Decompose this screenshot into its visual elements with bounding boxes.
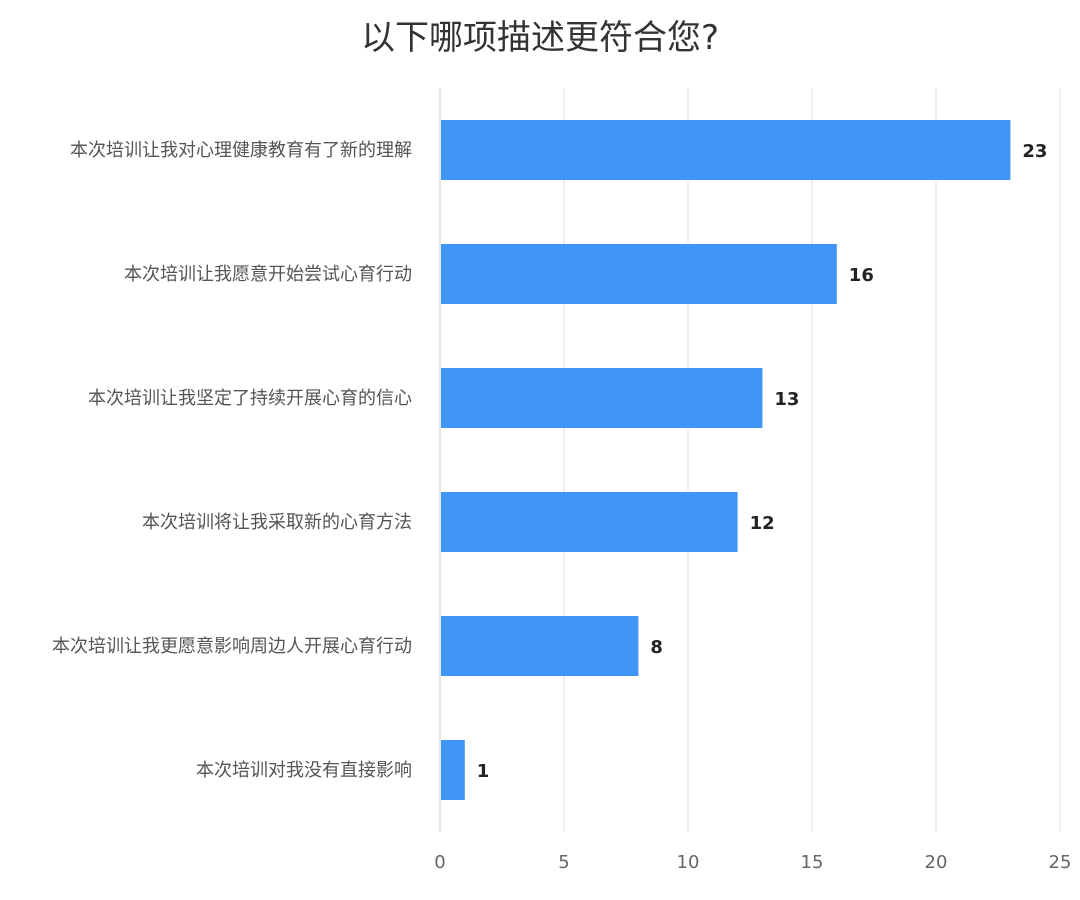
bar [441,492,738,552]
category-label: 本次培训让我愿意开始尝试心育行动 [124,264,412,285]
category-label: 本次培训将让我采取新的心育方法 [142,512,412,533]
category-label: 本次培训让我更愿意影响周边人开展心育行动 [52,636,412,657]
bar [441,368,763,428]
bar [441,244,837,304]
x-tick-label: 20 [925,852,948,873]
category-label: 本次培训让我坚定了持续开展心育的信心 [88,388,412,409]
data-label: 23 [1022,141,1047,162]
x-tick-label: 10 [677,852,700,873]
category-label: 本次培训对我没有直接影响 [196,760,412,781]
data-label: 16 [849,265,874,286]
x-tick-label: 5 [558,852,569,873]
bar [441,616,639,676]
chart-title: 以下哪项描述更符合您? [360,18,720,58]
bar [441,120,1011,180]
tick-layer: 0 5 10 15 20 25 [434,852,1071,873]
bar-layer [441,120,1011,800]
data-label: 1 [477,761,490,782]
category-label: 本次培训让我对心理健康教育有了新的理解 [70,140,412,161]
grid-layer [439,88,1061,832]
bar [441,740,465,800]
data-label: 8 [650,637,663,658]
data-label: 13 [774,389,799,410]
x-tick-label: 25 [1049,852,1072,873]
x-tick-label: 0 [434,852,445,873]
data-label: 12 [750,513,775,534]
x-tick-label: 15 [801,852,824,873]
label-layer: 本次培训让我对心理健康教育有了新的理解 23 本次培训让我愿意开始尝试心育行动 16 本… [52,140,1047,782]
